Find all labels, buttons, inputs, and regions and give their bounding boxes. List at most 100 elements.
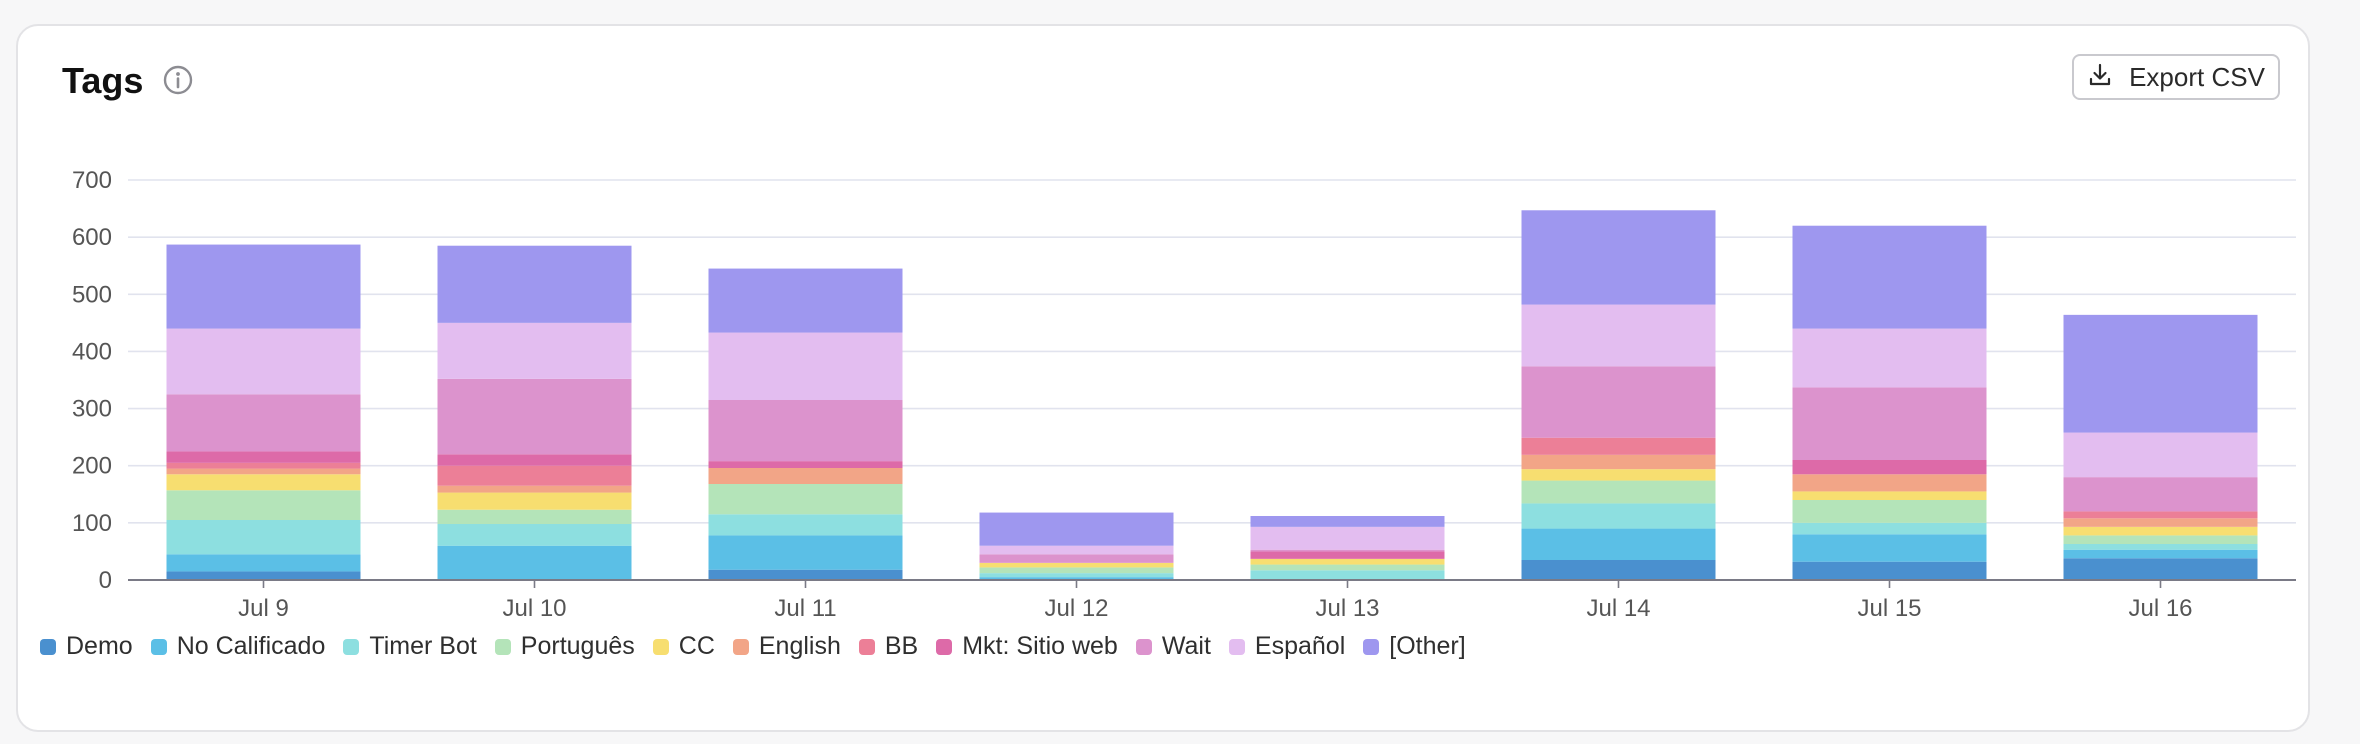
bar-segment[interactable]: [1792, 328, 1987, 388]
bar-segment[interactable]: [2063, 549, 2258, 559]
bar-segment[interactable]: [166, 554, 361, 572]
bar-segment[interactable]: [1521, 210, 1716, 305]
legend-item[interactable]: Wait: [1135, 632, 1211, 661]
bar-segment[interactable]: [1792, 474, 1987, 492]
y-tick-label: 600: [72, 224, 112, 251]
bar-segment[interactable]: [2063, 518, 2258, 527]
bar-segment[interactable]: [437, 245, 632, 323]
bar-segment[interactable]: [1792, 460, 1987, 475]
bar-segment[interactable]: [1521, 437, 1716, 455]
bar-segment[interactable]: [1521, 560, 1716, 580]
bar-segment[interactable]: [1250, 526, 1445, 550]
bar-segment[interactable]: [437, 454, 632, 466]
bar-segment[interactable]: [708, 268, 903, 333]
bar-segment[interactable]: [708, 461, 903, 468]
bar-segment[interactable]: [708, 535, 903, 570]
bar-segment[interactable]: [437, 485, 632, 493]
bar-segment[interactable]: [166, 571, 361, 580]
bar-segment[interactable]: [1250, 564, 1445, 571]
bar-segment[interactable]: [979, 554, 1174, 563]
legend-label: Português: [520, 632, 635, 660]
bar-segment[interactable]: [1792, 534, 1987, 562]
bar-segment[interactable]: [979, 577, 1174, 580]
bar-segment[interactable]: [708, 569, 903, 580]
bar-segment[interactable]: [437, 509, 632, 524]
legend-item[interactable]: CC: [652, 632, 715, 661]
bar-segment[interactable]: [166, 462, 361, 469]
x-tick-label: Jul 16: [2128, 595, 2192, 622]
bar-segment[interactable]: [1250, 549, 1445, 552]
bar-segment[interactable]: [1521, 366, 1716, 438]
bar-segment[interactable]: [2063, 314, 2258, 433]
bar-segment[interactable]: [979, 573, 1174, 578]
bar-segment[interactable]: [2063, 511, 2258, 519]
legend-item[interactable]: Timer Bot: [343, 632, 477, 661]
bar-segment[interactable]: [1250, 516, 1445, 527]
bar-segment[interactable]: [1250, 551, 1445, 559]
x-tick-label: Jul 15: [1857, 595, 1921, 622]
bar-segment[interactable]: [708, 468, 903, 484]
legend-item[interactable]: Español: [1228, 632, 1346, 661]
bar-segment[interactable]: [1521, 480, 1716, 504]
export-csv-label: Export CSV: [2129, 61, 2265, 92]
bar-segment[interactable]: [437, 492, 632, 510]
bar-segment[interactable]: [708, 514, 903, 536]
bar-segment[interactable]: [2063, 432, 2258, 478]
bar-segment[interactable]: [708, 400, 903, 462]
y-tick-label: 300: [72, 396, 112, 423]
bar-segment[interactable]: [166, 451, 361, 463]
bar-segment[interactable]: [2063, 535, 2258, 544]
bar-segment[interactable]: [166, 328, 361, 395]
bar-segment[interactable]: [166, 468, 361, 475]
bar-segment[interactable]: [437, 545, 632, 580]
bar-segment[interactable]: [1250, 558, 1445, 565]
bar-segment[interactable]: [437, 524, 632, 546]
bar-segment[interactable]: [979, 567, 1174, 574]
legend-item[interactable]: Mkt: Sitio web: [936, 632, 1118, 661]
bar-segment[interactable]: [166, 394, 361, 452]
bar-segment[interactable]: [166, 474, 361, 491]
legend-item[interactable]: BB: [858, 632, 918, 661]
info-icon[interactable]: [162, 64, 194, 96]
bar-segment[interactable]: [2063, 477, 2258, 512]
bar-segment[interactable]: [1792, 500, 1987, 523]
legend-label: Español: [1254, 632, 1346, 660]
bar-segment[interactable]: [166, 490, 361, 520]
bar-segment[interactable]: [1521, 454, 1716, 470]
bar-segment[interactable]: [166, 244, 361, 329]
bar-segment[interactable]: [2063, 526, 2258, 536]
legend-item[interactable]: English: [732, 632, 841, 661]
legend-swatch: [150, 638, 167, 655]
bar-segment[interactable]: [2063, 544, 2258, 550]
bar-segment[interactable]: [166, 520, 361, 555]
bar-segment[interactable]: [1792, 522, 1987, 535]
bar-segment[interactable]: [1792, 491, 1987, 500]
bar-segment[interactable]: [1792, 561, 1987, 580]
legend-item[interactable]: No Calificado: [150, 632, 325, 661]
bar-segment[interactable]: [1792, 225, 1987, 329]
y-tick-label: 200: [72, 453, 112, 480]
legend-label: Mkt: Sitio web: [962, 632, 1118, 660]
bar-segment[interactable]: [979, 562, 1174, 568]
export-csv-button[interactable]: Export CSV: [2072, 54, 2280, 100]
bar-segment[interactable]: [708, 484, 903, 515]
bar-segment[interactable]: [979, 512, 1174, 546]
bar-segment[interactable]: [437, 378, 632, 455]
x-tick-label: Jul 9: [238, 595, 289, 622]
bar-segment[interactable]: [1792, 387, 1987, 460]
bar-segment[interactable]: [1521, 528, 1716, 560]
y-tick-label: 100: [72, 510, 112, 537]
legend-item[interactable]: Demo: [40, 632, 133, 661]
bar-segment[interactable]: [1521, 469, 1716, 481]
bar-segment[interactable]: [437, 322, 632, 379]
legend-item[interactable]: [Other]: [1363, 632, 1466, 661]
bar-segment[interactable]: [2063, 558, 2258, 580]
bar-segment[interactable]: [979, 545, 1174, 555]
bar-segment[interactable]: [1521, 503, 1716, 529]
bar-segment[interactable]: [1250, 570, 1445, 580]
legend-label: [Other]: [1389, 632, 1466, 660]
legend-item[interactable]: Português: [494, 632, 635, 661]
bar-segment[interactable]: [437, 465, 632, 486]
bar-segment[interactable]: [1521, 304, 1716, 367]
bar-segment[interactable]: [708, 332, 903, 400]
